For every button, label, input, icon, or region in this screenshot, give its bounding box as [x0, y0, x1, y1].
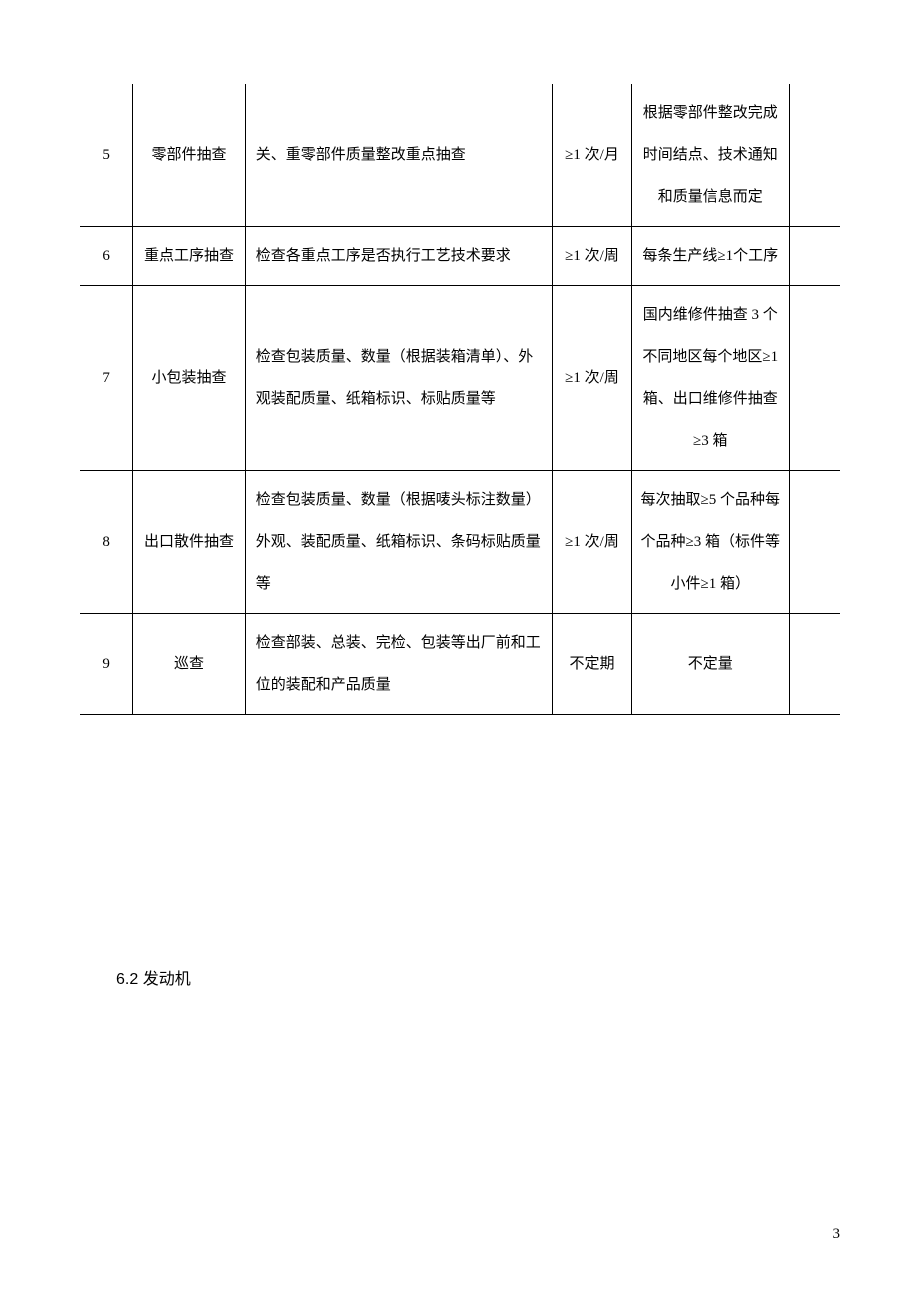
- inspection-quantity: 国内维修件抽查 3 个不同地区每个地区≥1箱、出口维修件抽查≥3 箱: [631, 286, 789, 471]
- row-number: 7: [80, 286, 133, 471]
- inspection-note: [789, 614, 840, 715]
- inspection-quantity: 根据零部件整改完成时间结点、技术通知和质量信息而定: [631, 84, 789, 227]
- inspection-note: [789, 286, 840, 471]
- inspection-name: 出口散件抽查: [133, 471, 246, 614]
- table-row: 8 出口散件抽查 检查包装质量、数量（根据唛头标注数量）外观、装配质量、纸箱标识…: [80, 471, 840, 614]
- inspection-name: 零部件抽查: [133, 84, 246, 227]
- table-row: 7 小包装抽查 检查包装质量、数量（根据装箱清单）、外观装配质量、纸箱标识、标贴…: [80, 286, 840, 471]
- row-number: 5: [80, 84, 133, 227]
- inspection-description: 检查各重点工序是否执行工艺技术要求: [245, 227, 553, 286]
- section-heading: 6.2 发动机: [116, 965, 840, 989]
- inspection-description: 检查包装质量、数量（根据装箱清单）、外观装配质量、纸箱标识、标贴质量等: [245, 286, 553, 471]
- inspection-frequency: ≥1 次/月: [553, 84, 631, 227]
- table-row: 5 零部件抽查 关、重零部件质量整改重点抽查 ≥1 次/月 根据零部件整改完成时…: [80, 84, 840, 227]
- inspection-note: [789, 84, 840, 227]
- inspection-note: [789, 227, 840, 286]
- inspection-frequency: ≥1 次/周: [553, 227, 631, 286]
- row-number: 6: [80, 227, 133, 286]
- inspection-quantity: 每次抽取≥5 个品种每个品种≥3 箱（标件等小件≥1 箱）: [631, 471, 789, 614]
- inspection-frequency: ≥1 次/周: [553, 471, 631, 614]
- row-number: 8: [80, 471, 133, 614]
- page-number: 3: [833, 1226, 841, 1243]
- inspection-quantity: 每条生产线≥1个工序: [631, 227, 789, 286]
- inspection-frequency: ≥1 次/周: [553, 286, 631, 471]
- row-number: 9: [80, 614, 133, 715]
- inspection-table: 5 零部件抽查 关、重零部件质量整改重点抽查 ≥1 次/月 根据零部件整改完成时…: [80, 84, 840, 715]
- inspection-description: 检查包装质量、数量（根据唛头标注数量）外观、装配质量、纸箱标识、条码标贴质量等: [245, 471, 553, 614]
- inspection-name: 重点工序抽查: [133, 227, 246, 286]
- inspection-quantity: 不定量: [631, 614, 789, 715]
- inspection-note: [789, 471, 840, 614]
- table-row: 9 巡查 检查部装、总装、完检、包装等出厂前和工位的装配和产品质量 不定期 不定…: [80, 614, 840, 715]
- inspection-name: 巡查: [133, 614, 246, 715]
- inspection-description: 检查部装、总装、完检、包装等出厂前和工位的装配和产品质量: [245, 614, 553, 715]
- inspection-name: 小包装抽查: [133, 286, 246, 471]
- inspection-description: 关、重零部件质量整改重点抽查: [245, 84, 553, 227]
- inspection-frequency: 不定期: [553, 614, 631, 715]
- table-row: 6 重点工序抽查 检查各重点工序是否执行工艺技术要求 ≥1 次/周 每条生产线≥…: [80, 227, 840, 286]
